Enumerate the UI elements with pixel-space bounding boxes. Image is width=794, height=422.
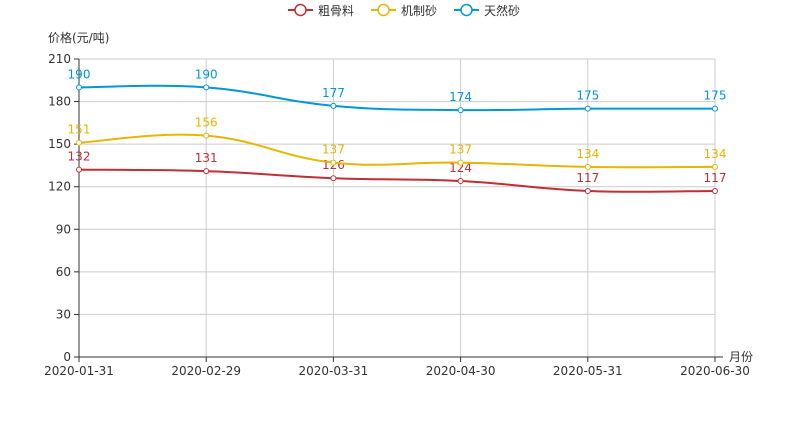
grid (79, 58, 716, 357)
x-tick-label: 2020-04-30 (426, 364, 496, 378)
y-axis-label: 价格(元/吨) (48, 30, 109, 45)
legend-circle-icon (294, 3, 307, 17)
data-label: 134 (576, 147, 599, 161)
y-tick-label: 120 (48, 180, 71, 194)
legend-circle-icon (377, 3, 390, 17)
data-point[interactable] (712, 163, 718, 170)
legend-item[interactable]: 机制砂 (371, 3, 437, 18)
data-point[interactable] (330, 159, 337, 166)
data-point[interactable] (584, 187, 591, 194)
data-label: 137 (322, 143, 345, 157)
data-point[interactable] (203, 168, 210, 175)
data-point[interactable] (712, 105, 718, 112)
data-point[interactable] (330, 102, 337, 109)
series-line (78, 168, 716, 193)
data-label: 134 (704, 147, 727, 161)
data-point[interactable] (76, 166, 82, 173)
data-label: 132 (68, 150, 91, 164)
legend-item[interactable]: 天然砂 (454, 3, 520, 18)
y-tick-label: 150 (48, 137, 71, 151)
y-tick-label: 30 (56, 307, 71, 321)
data-point[interactable] (76, 139, 82, 146)
y-tick-label: 180 (48, 95, 71, 109)
data-label: 175 (704, 89, 727, 103)
data-label: 131 (195, 151, 218, 165)
data-point[interactable] (330, 175, 337, 182)
data-label: 177 (322, 86, 345, 100)
data-point[interactable] (76, 84, 82, 91)
x-tick-label: 2020-06-30 (680, 364, 750, 378)
data-point[interactable] (584, 163, 591, 170)
data-label: 175 (576, 89, 599, 103)
data-point[interactable] (203, 84, 210, 91)
data-label: 151 (68, 123, 91, 137)
legend-label: 天然砂 (484, 3, 520, 18)
y-tick-label: 60 (56, 265, 71, 279)
data-label: 124 (449, 161, 472, 175)
x-tick-label: 2020-02-29 (171, 364, 241, 378)
data-point[interactable] (584, 105, 591, 112)
data-point[interactable] (203, 132, 210, 139)
legend-label: 机制砂 (401, 4, 437, 18)
y-tick-label: 210 (48, 52, 71, 66)
data-point[interactable] (457, 178, 464, 185)
x-tick-label: 2020-03-31 (299, 364, 369, 378)
data-label: 174 (449, 90, 472, 104)
data-point[interactable] (712, 187, 718, 194)
data-point[interactable] (457, 159, 464, 166)
data-label: 137 (449, 143, 472, 157)
series-line (78, 84, 716, 112)
series-line (78, 133, 716, 169)
x-tick-label: 2020-05-31 (553, 364, 623, 378)
plot-area: 1321311261241171171511561371371341341901… (68, 67, 727, 194)
data-label: 156 (195, 116, 218, 130)
data-label: 190 (68, 67, 91, 81)
x-tick-label: 2020-01-31 (44, 364, 114, 378)
axes: 0 30 60 90 120 150 180 210 2020-01-31 2020-02-29 2… (44, 52, 750, 378)
legend: 粗骨料 机制砂 天然砂 (288, 3, 520, 18)
data-label: 117 (704, 171, 727, 185)
x-axis-label: 月份 (729, 350, 753, 364)
legend-circle-icon (460, 3, 473, 17)
legend-item[interactable]: 粗骨料 (288, 3, 354, 18)
y-tick-label: 0 (63, 350, 71, 364)
data-label: 190 (195, 67, 218, 81)
data-label: 117 (576, 171, 599, 185)
legend-label: 粗骨料 (318, 4, 354, 18)
y-tick-label: 90 (56, 222, 71, 236)
data-point[interactable] (457, 107, 464, 114)
